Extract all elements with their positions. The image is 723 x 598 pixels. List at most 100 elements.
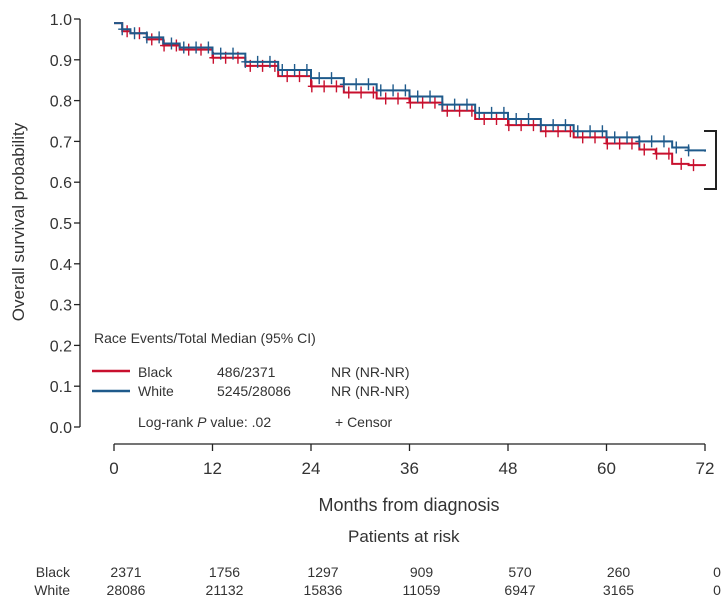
censor-mark-black bbox=[147, 33, 156, 46]
legend-race-white: White bbox=[138, 383, 174, 399]
censor-mark-white bbox=[265, 55, 274, 68]
censor-mark-white bbox=[290, 64, 299, 76]
censor-mark-white bbox=[315, 72, 324, 85]
censor-mark-white bbox=[635, 135, 644, 148]
censor-mark-black bbox=[517, 119, 526, 132]
legend-race-black: Black bbox=[138, 364, 173, 380]
risk-row-white: White 28086 21132 15836 11059 6947 3165 0 bbox=[0, 582, 723, 598]
censor-mark-black bbox=[283, 70, 292, 83]
censor-mark-black bbox=[369, 86, 378, 99]
risk-cell: 0 bbox=[713, 564, 721, 580]
censor-mark-white bbox=[216, 47, 225, 60]
censor-mark-black bbox=[197, 43, 206, 56]
censor-mark-white bbox=[462, 98, 471, 111]
censor-mark-black bbox=[381, 92, 390, 105]
censor-mark-white bbox=[118, 23, 127, 36]
y-tick-label: 0.5 bbox=[50, 216, 72, 233]
censor-mark-white bbox=[413, 90, 422, 103]
censor-mark-white bbox=[499, 106, 508, 119]
risk-cell: 11059 bbox=[402, 582, 441, 598]
x-tick-label: 0 bbox=[109, 459, 118, 478]
censor-mark-black bbox=[554, 125, 563, 138]
legend-events-black: 486/2371 bbox=[217, 364, 276, 380]
censor-mark-black bbox=[664, 147, 673, 160]
risk-cell: 909 bbox=[409, 564, 434, 580]
legend-median-black: NR (NR-NR) bbox=[331, 364, 410, 380]
censor-mark-white bbox=[659, 135, 668, 148]
censor-mark-black bbox=[184, 43, 193, 56]
censor-mark-white bbox=[204, 41, 213, 54]
legend-events-white: 5245/28086 bbox=[217, 383, 291, 399]
censor-mark-black bbox=[529, 119, 538, 132]
y-tick-label: 0.1 bbox=[50, 379, 72, 396]
censor-mark-white bbox=[512, 112, 521, 125]
censor-mark-black bbox=[443, 104, 452, 117]
censor-mark-black bbox=[357, 86, 366, 99]
x-tick-label: 36 bbox=[400, 459, 419, 478]
censor-mark-white bbox=[672, 141, 681, 154]
risk-cell: 15836 bbox=[303, 582, 343, 598]
censor-mark-black bbox=[406, 96, 415, 109]
risk-row-label: White bbox=[34, 582, 70, 598]
y-tick-label: 0.6 bbox=[50, 175, 72, 192]
censor-mark-white bbox=[536, 119, 545, 132]
risk-cell: 2371 bbox=[110, 564, 142, 580]
censor-mark-black bbox=[578, 131, 587, 144]
censor-mark-white bbox=[352, 78, 361, 91]
risk-cell: 1297 bbox=[307, 564, 339, 580]
logrank-text: Log-rank P value: .02 bbox=[138, 414, 271, 430]
axes: 0.0 0.1 0.2 0.3 0.4 0.5 0.6 0.7 0.8 0.9 1.0 0 12 24 36… bbox=[50, 12, 715, 478]
censor-mark-white bbox=[179, 41, 188, 54]
censor-mark-white bbox=[475, 106, 484, 119]
censor-mark-black bbox=[394, 92, 403, 105]
censor-mark-white bbox=[192, 41, 201, 54]
censor-mark-black bbox=[320, 80, 329, 93]
censor-mark-black bbox=[480, 112, 489, 125]
censor-mark-black bbox=[344, 86, 353, 99]
censor-mark-white bbox=[426, 90, 435, 103]
censor-mark-black bbox=[455, 104, 464, 117]
censor-mark-black bbox=[591, 131, 600, 144]
censor-mark-black bbox=[640, 143, 649, 156]
censor-mark-white bbox=[450, 98, 459, 111]
x-axis-label: Months from diagnosis bbox=[318, 495, 499, 515]
censor-mark-black bbox=[418, 96, 427, 109]
curve-end-bracket bbox=[704, 130, 717, 190]
censor-mark-black bbox=[332, 80, 341, 93]
censor-mark-white bbox=[647, 135, 656, 148]
censor-mark-white bbox=[142, 31, 151, 44]
censor-mark-white bbox=[598, 125, 607, 138]
y-tick-label: 0.4 bbox=[50, 257, 72, 274]
censor-mark-white bbox=[253, 55, 262, 68]
censor-mark-white bbox=[401, 84, 410, 97]
censor-mark-black bbox=[652, 147, 661, 160]
y-tick-label: 1.0 bbox=[50, 12, 72, 29]
censor-mark-white bbox=[610, 131, 619, 144]
censor-mark-white bbox=[155, 31, 164, 44]
censor-mark-black bbox=[627, 137, 636, 150]
risk-cell: 0 bbox=[713, 582, 721, 598]
risk-cell: 1756 bbox=[208, 564, 241, 580]
series-line-white bbox=[114, 22, 706, 152]
risk-cell: 260 bbox=[606, 564, 631, 580]
censor-mark-black bbox=[504, 119, 513, 132]
survival-curves bbox=[114, 22, 706, 172]
y-tick-label: 0.3 bbox=[50, 298, 72, 315]
censor-mark-white bbox=[327, 72, 336, 85]
censor-mark-white bbox=[278, 64, 287, 76]
censor-mark-white bbox=[573, 125, 582, 138]
censor-mark-white bbox=[684, 144, 693, 157]
censor-mark-black bbox=[295, 70, 304, 83]
x-tick-label: 48 bbox=[499, 459, 518, 478]
y-tick-label: 0.9 bbox=[50, 53, 72, 70]
censor-mark-black bbox=[492, 112, 501, 125]
x-tick-label: 24 bbox=[302, 459, 321, 478]
censor-mark-white bbox=[241, 55, 250, 68]
risk-table-title: Patients at risk bbox=[348, 527, 460, 546]
censor-mark-black bbox=[677, 157, 686, 170]
risk-cell: 570 bbox=[508, 564, 532, 580]
risk-row-label: Black bbox=[35, 564, 70, 580]
censor-mark-white bbox=[167, 37, 176, 50]
risk-cell: 6947 bbox=[504, 582, 536, 598]
